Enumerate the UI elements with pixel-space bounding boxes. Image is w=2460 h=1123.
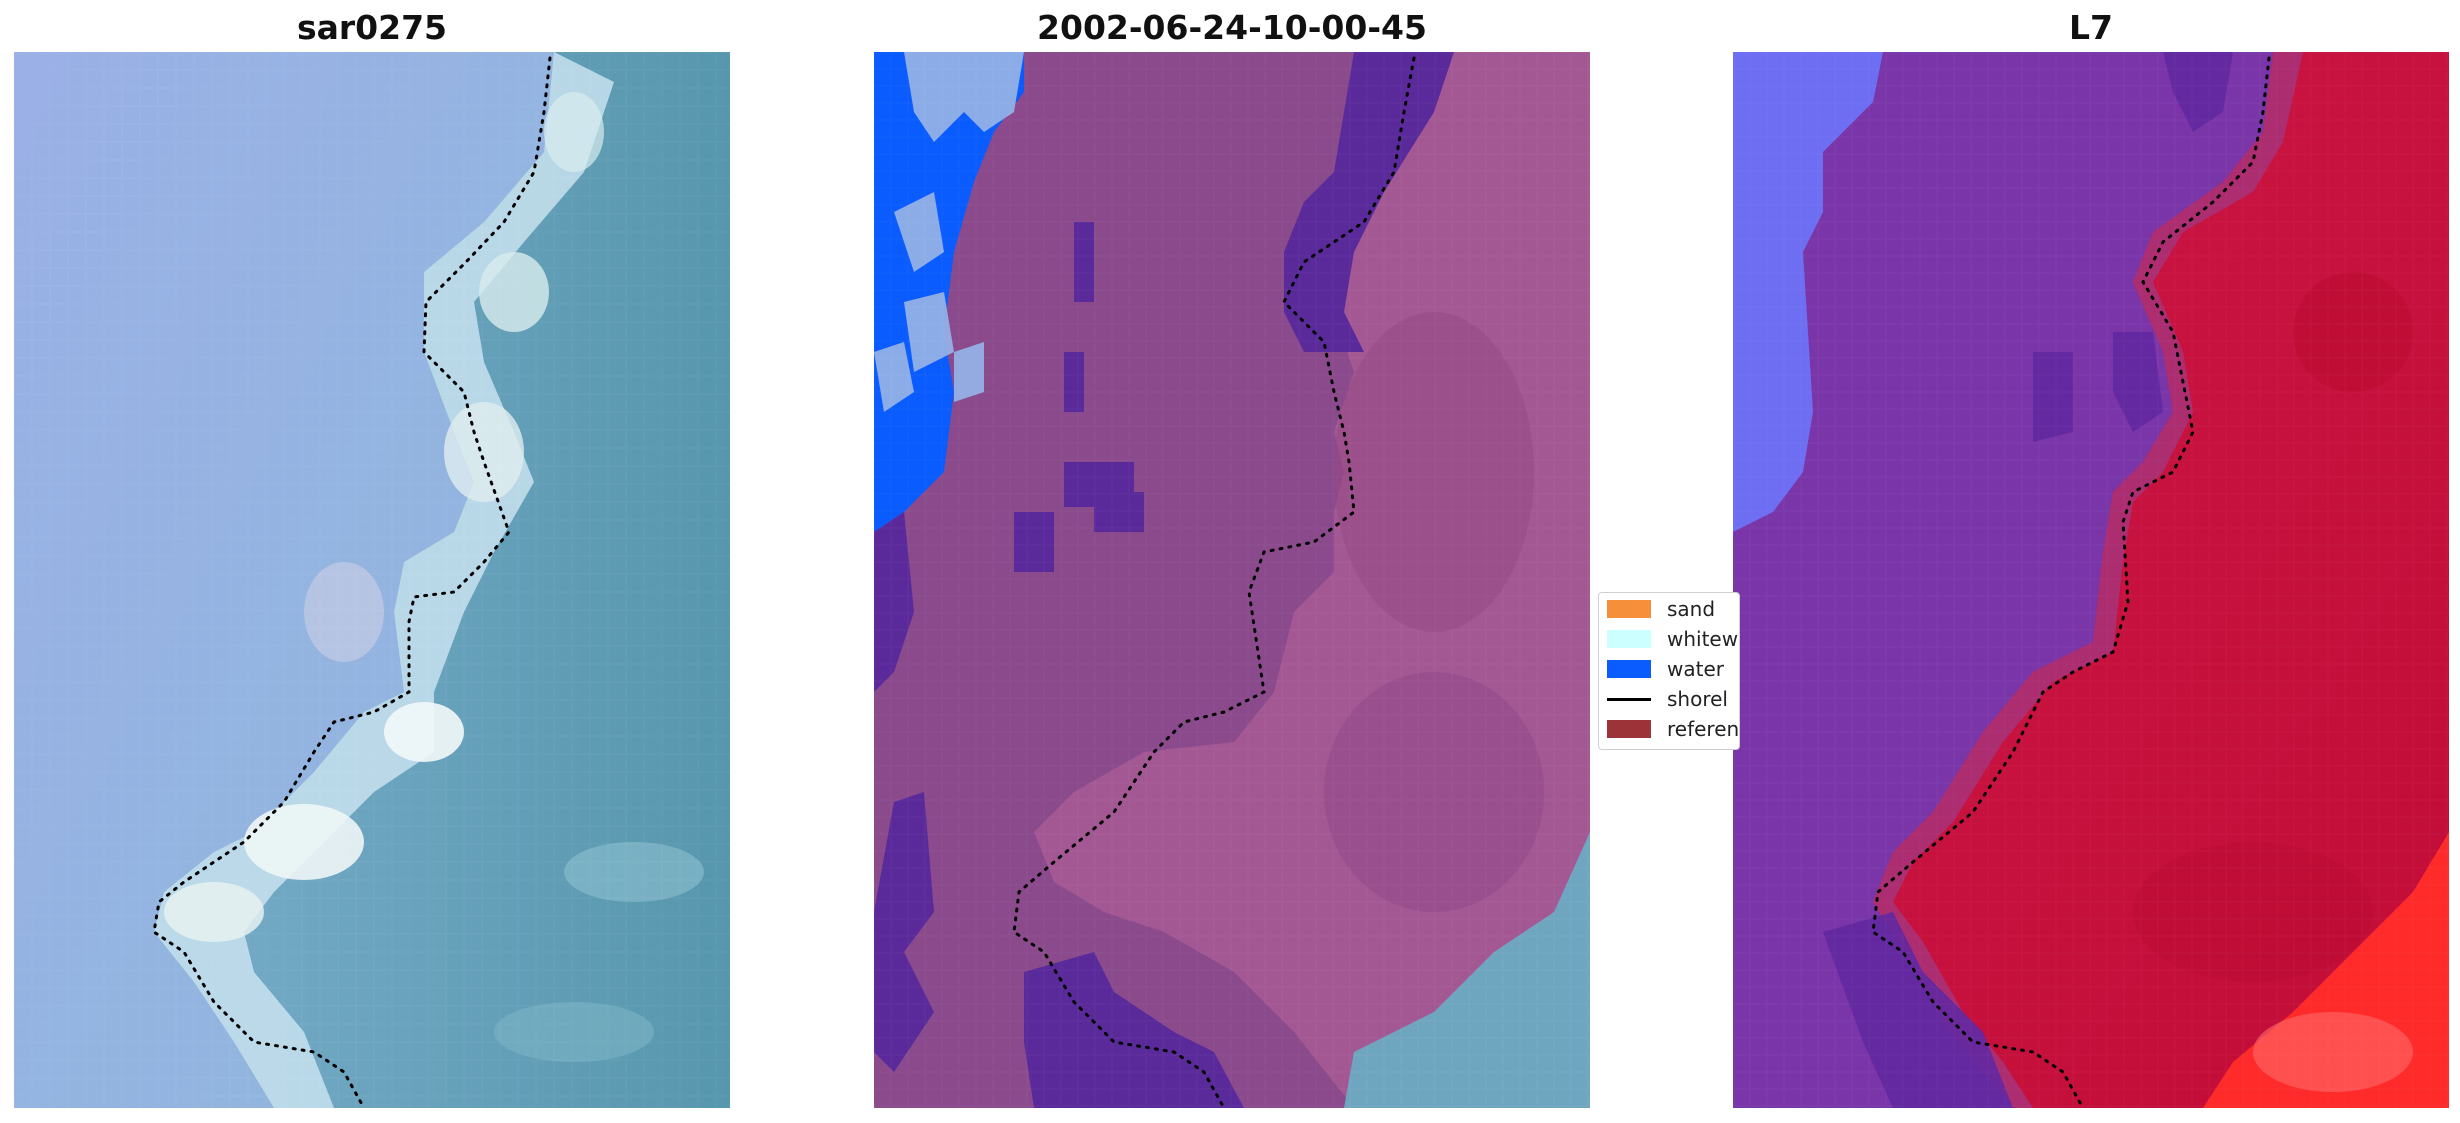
legend-label-sand: sand (1667, 597, 1716, 621)
legend-swatch-water (1607, 660, 1651, 678)
legend-label-water: water (1667, 657, 1724, 681)
shoreline-rgb (152, 56, 552, 1108)
rgb-image-panel (14, 52, 730, 1108)
legend-item-sand: sand (1607, 595, 1715, 623)
l7-image (1733, 52, 2449, 1108)
legend-label-shoreline: shorel (1667, 687, 1728, 711)
shoreline-classified (1012, 56, 1416, 1108)
legend-swatch-reference (1607, 720, 1651, 738)
legend-label-reference: referen (1667, 717, 1740, 741)
rgb-image (14, 52, 730, 1108)
classified-image (874, 52, 1590, 1108)
panel-title-classified: 2002-06-24-10-00-45 (1037, 8, 1427, 47)
legend-swatch-sand (1607, 600, 1651, 618)
legend-swatch-whitewater (1607, 630, 1651, 648)
l7-image-panel (1733, 52, 2449, 1108)
legend-label-whitewater: whitew (1667, 627, 1739, 651)
legend-item-reference: referen (1607, 715, 1739, 743)
panel-title-l7: L7 (2069, 8, 2113, 47)
legend: sand whitew water shorel referen (1598, 592, 1740, 750)
legend-item-shoreline: shorel (1607, 685, 1728, 713)
legend-item-water: water (1607, 655, 1724, 683)
legend-item-whitewater: whitew (1607, 625, 1738, 653)
panel-title-rgb: sar0275 (296, 8, 448, 47)
classified-image-panel (874, 52, 1590, 1108)
shoreline-l7 (1871, 56, 2271, 1108)
legend-line-shoreline (1607, 697, 1651, 701)
